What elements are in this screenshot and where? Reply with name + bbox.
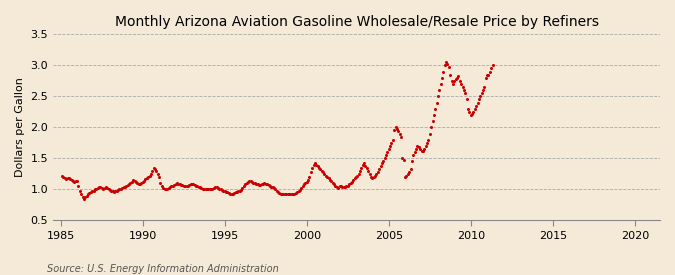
- Text: Source: U.S. Energy Information Administration: Source: U.S. Energy Information Administ…: [47, 264, 279, 274]
- Title: Monthly Arizona Aviation Gasoline Wholesale/Resale Price by Refiners: Monthly Arizona Aviation Gasoline Wholes…: [115, 15, 599, 29]
- Y-axis label: Dollars per Gallon: Dollars per Gallon: [15, 77, 25, 177]
